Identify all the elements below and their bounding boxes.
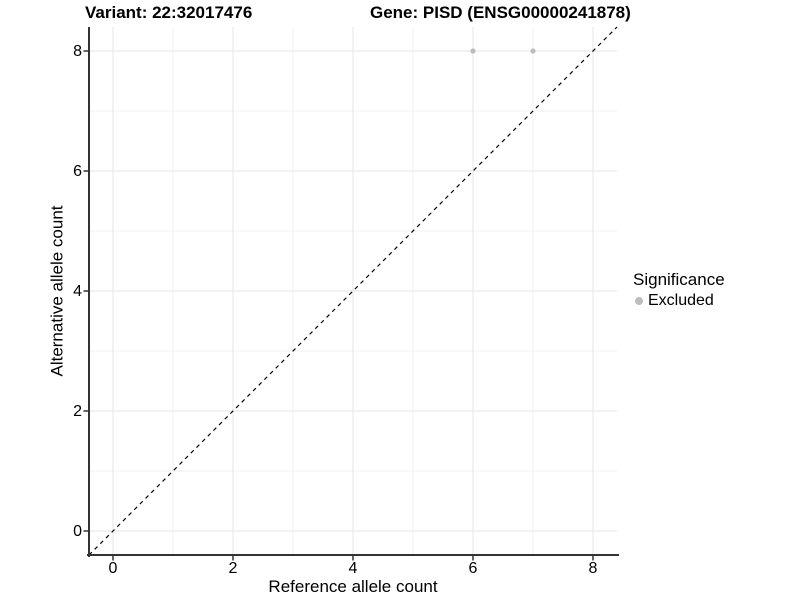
plot-title-variant: Variant: 22:32017476 xyxy=(85,3,253,22)
y-tick-label-0: 0 xyxy=(73,523,82,540)
data-point xyxy=(530,48,536,54)
chart-canvas xyxy=(83,26,619,561)
legend-item-label: Excluded xyxy=(648,292,714,309)
y-tick-label-4: 4 xyxy=(73,283,82,300)
x-axis-title: Reference allele count xyxy=(268,577,438,596)
data-point xyxy=(470,48,476,54)
plot-title-gene: Gene: PISD (ENSG00000241878) xyxy=(370,3,631,22)
x-tick-label-0: 0 xyxy=(108,560,118,577)
y-tick-label-8: 8 xyxy=(73,43,82,60)
excluded-point-icon xyxy=(635,296,643,305)
y-tick-label-6: 6 xyxy=(73,163,82,180)
y-tick-label-2: 2 xyxy=(73,403,82,420)
x-tick-label-8: 8 xyxy=(588,560,598,577)
x-tick-label-2: 2 xyxy=(228,560,238,577)
x-tick-label-4: 4 xyxy=(348,560,358,577)
plot-panel xyxy=(83,26,619,561)
y-axis-title: Alternative allele count xyxy=(47,205,67,377)
legend: Significance Excluded xyxy=(633,270,725,310)
legend-item-excluded: Excluded xyxy=(633,291,725,310)
legend-title: Significance xyxy=(633,270,725,289)
x-tick-label-6: 6 xyxy=(468,560,478,577)
